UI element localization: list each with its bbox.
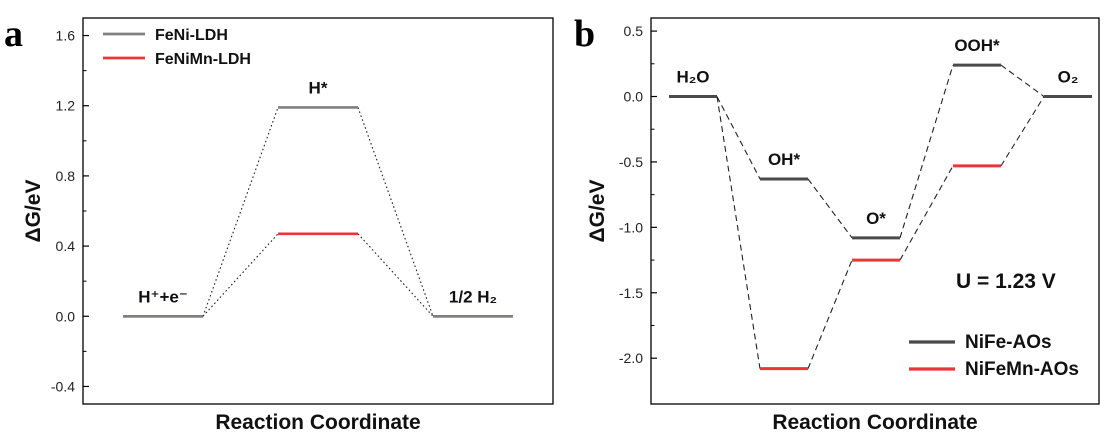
connector-line xyxy=(1000,64,1045,97)
y-tick-label: 0.8 xyxy=(56,168,76,184)
y-axis-label-b: ΔG/eV xyxy=(586,180,609,243)
panel-b: b -2.0-1.5-1.0-0.50.00.5 H₂OOH*O*OOH*O₂ … xyxy=(574,13,1100,434)
legend-label: FeNiMn-LDH xyxy=(155,51,251,68)
legend-b: NiFe-AOs NiFeMn-AOs xyxy=(909,332,1079,380)
connector-line xyxy=(1000,96,1045,167)
y-tick-label: -2.0 xyxy=(619,350,643,366)
y-tick-label: -1.5 xyxy=(619,285,643,301)
y-tick-label: -0.4 xyxy=(51,378,75,394)
connectors-a xyxy=(202,107,434,317)
legend-a: FeNi-LDH FeNiMn-LDH xyxy=(103,27,251,68)
y-tick-label: 1.2 xyxy=(56,98,76,114)
potential-annotation: U = 1.23 V xyxy=(956,270,1056,293)
connector-line xyxy=(357,107,434,317)
connectors-b xyxy=(716,64,1045,369)
panel-label-a: a xyxy=(4,13,23,55)
state-label: O₂ xyxy=(1058,68,1079,87)
legend-label: NiFeMn-AOs xyxy=(965,359,1079,380)
state-label: 1/2 H₂ xyxy=(449,287,497,306)
legend-label: NiFe-AOs xyxy=(965,332,1052,353)
state-label: OH* xyxy=(768,150,801,169)
energy-levels-a xyxy=(123,106,513,318)
y-axis-b: -2.0 -1.5 -1.0 -0.5 0.0 0.5 xyxy=(619,23,657,366)
y-tick-label: 0.0 xyxy=(624,89,644,105)
plot-frame-a xyxy=(82,17,554,405)
state-label: H⁺+e⁻ xyxy=(138,287,188,306)
connector-line xyxy=(202,107,279,317)
state-label: H* xyxy=(309,78,328,97)
y-axis-label-a: ΔG/eV xyxy=(22,180,45,243)
panel-a: a -0.4 0.0 0.4 0.8 1.2 1.6 H⁺+e⁻ H* 1/2 H₂ FeNi… xyxy=(4,13,554,434)
y-tick-label: 0.5 xyxy=(624,23,644,39)
plot-frame-b xyxy=(650,17,1100,405)
connector-line xyxy=(357,233,434,317)
connector-line xyxy=(202,233,279,317)
state-label: H₂O xyxy=(676,68,709,87)
connector-line xyxy=(807,259,853,369)
panel-label-b: b xyxy=(574,13,595,55)
y-tick-label: 0.0 xyxy=(56,308,76,324)
state-labels-b: H₂O OH* O* OOH* O₂ xyxy=(676,36,1078,228)
connector-line xyxy=(899,64,954,238)
y-tick-label: -0.5 xyxy=(619,154,643,170)
y-axis-a: -0.4 0.0 0.4 0.8 1.2 1.6 xyxy=(51,28,89,394)
energy-levels-b xyxy=(669,63,1092,371)
connector-line xyxy=(807,178,853,239)
y-tick-label: -1.0 xyxy=(619,219,643,235)
legend-label: FeNi-LDH xyxy=(155,27,228,44)
connector-line xyxy=(899,165,954,261)
state-labels-a: H⁺+e⁻ H* 1/2 H₂ xyxy=(138,78,497,306)
connector-line xyxy=(716,96,761,180)
state-label: OOH* xyxy=(954,36,1000,55)
x-axis-label-b: Reaction Coordinate xyxy=(772,411,977,434)
y-tick-label: 1.6 xyxy=(56,28,76,44)
y-tick-label: 0.4 xyxy=(56,238,76,254)
connector-line xyxy=(716,96,761,369)
x-axis-label-a: Reaction Coordinate xyxy=(215,411,420,434)
state-label: O* xyxy=(866,209,886,228)
